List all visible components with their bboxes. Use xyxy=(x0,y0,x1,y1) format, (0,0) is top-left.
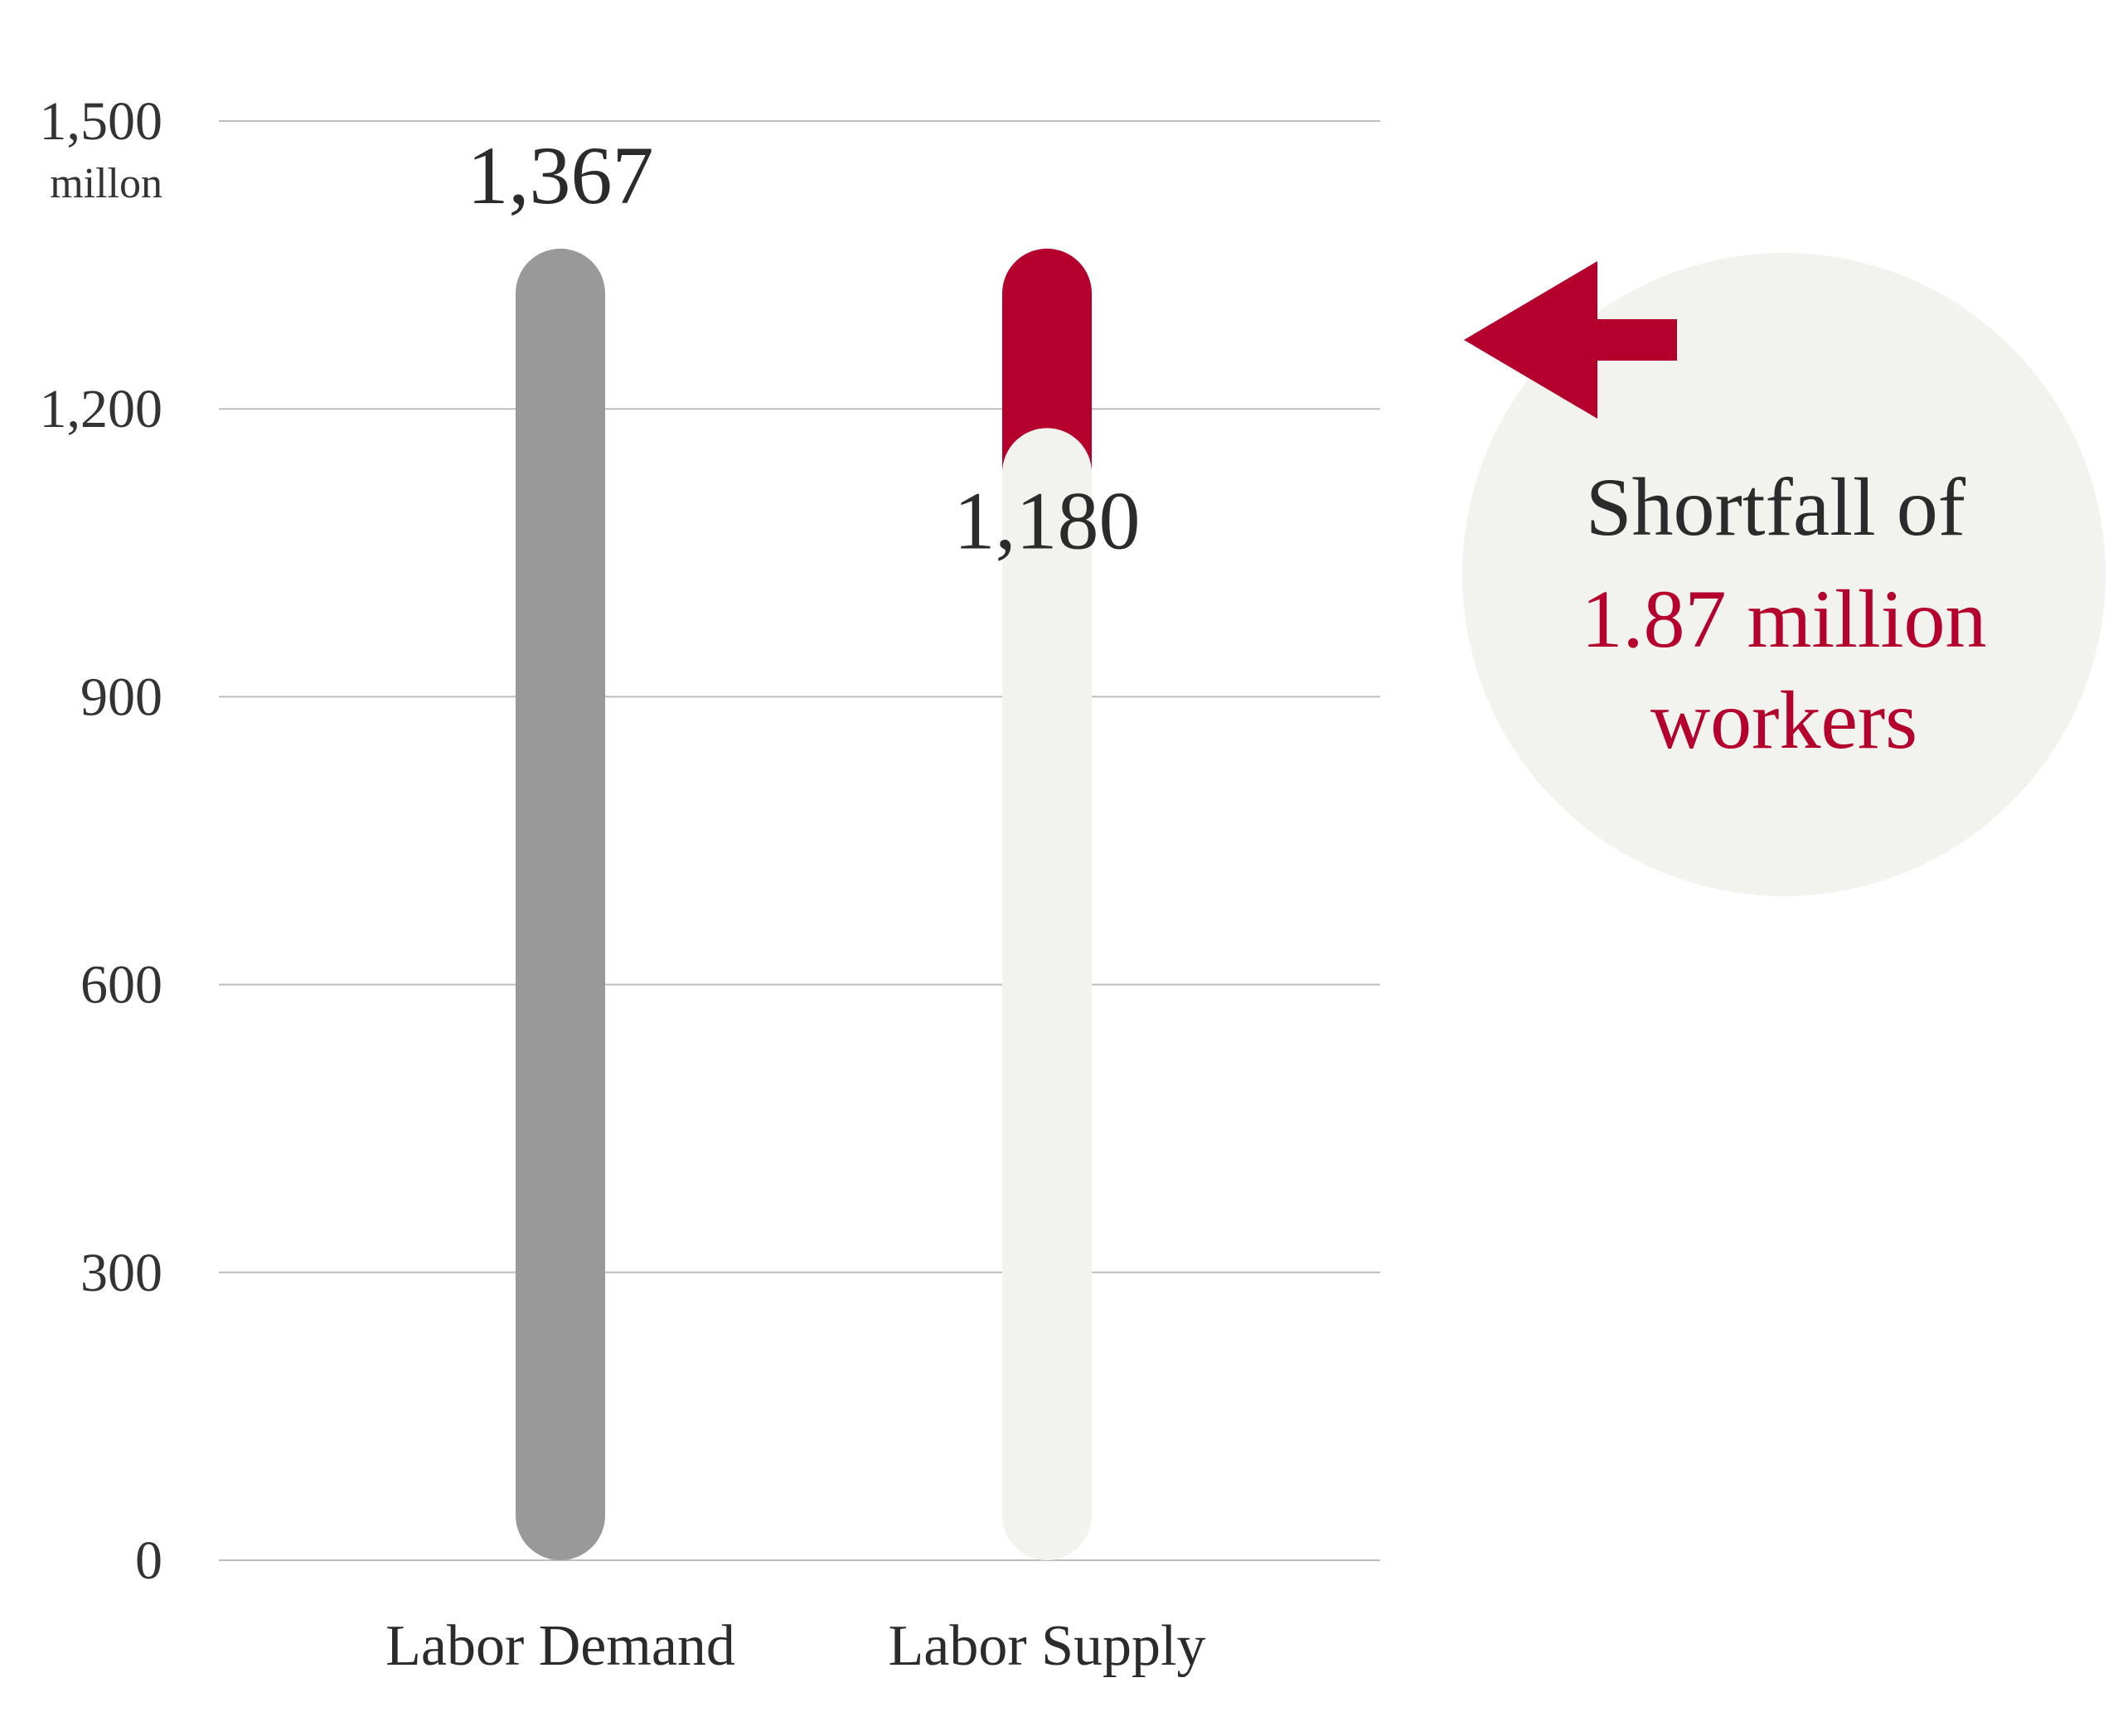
callout-line-1: Shortfall of xyxy=(1586,461,1966,553)
y-axis-unit-label: millon xyxy=(50,160,162,207)
callout-circle xyxy=(1462,253,2106,896)
y-tick-label: 1,500 xyxy=(40,91,163,152)
value-label-labor-supply: 1,180 xyxy=(954,474,1141,566)
bar-shortfall-segment xyxy=(1002,248,1092,466)
category-label: Labor Demand xyxy=(385,1614,735,1678)
category-label: Labor Supply xyxy=(888,1614,1205,1678)
y-axis-ticks: 0 300 600 900 1,200 1,500 xyxy=(40,91,163,1591)
callout-line-2: 1.87 million xyxy=(1582,573,1987,665)
bars xyxy=(516,248,1092,1561)
shortfall-callout: Shortfall of 1.87 million workers xyxy=(1462,253,2106,896)
value-label-labor-demand: 1,367 xyxy=(468,129,654,221)
bar-labor-supply xyxy=(1002,428,1092,1560)
grid-lines xyxy=(219,120,1380,1561)
value-labels: 1,367 1,180 xyxy=(468,129,1141,566)
y-tick-label: 0 xyxy=(135,1530,162,1591)
y-tick-label: 900 xyxy=(80,667,162,727)
y-tick-label: 1,200 xyxy=(40,379,163,439)
left-arrow-icon xyxy=(1464,261,1677,419)
y-tick-label: 300 xyxy=(80,1243,162,1303)
y-tick-label: 600 xyxy=(80,955,162,1016)
bar-labor-demand xyxy=(516,248,605,1561)
category-labels: Labor Demand Labor Supply xyxy=(385,1614,1205,1678)
callout-line-3: workers xyxy=(1650,674,1917,766)
